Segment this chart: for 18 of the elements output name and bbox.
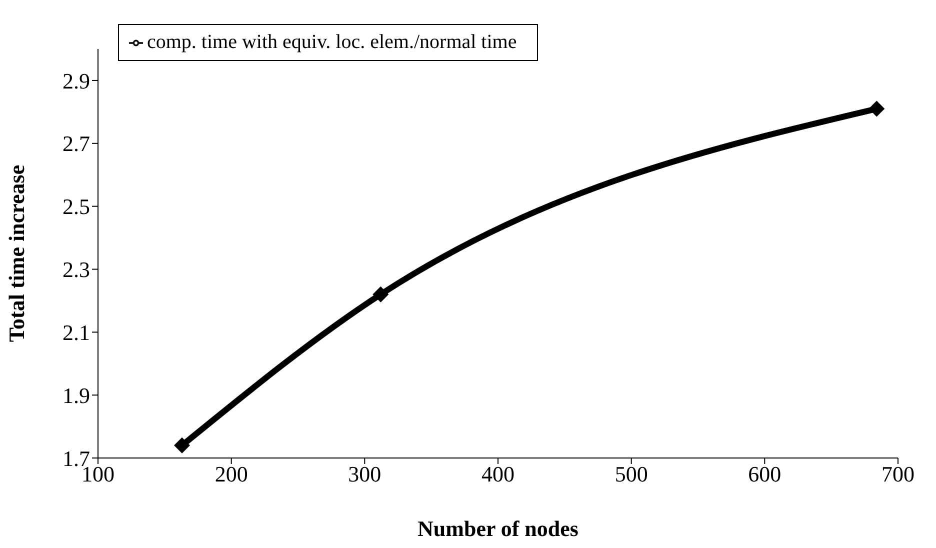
legend-label: comp. time with equiv. loc. elem./normal time [147, 31, 517, 53]
y-tick-label: 2.3 [62, 257, 90, 282]
point [174, 437, 190, 454]
x-axis-title: Number of nodes [418, 516, 579, 541]
x-tick-label: 700 [882, 462, 914, 487]
y-tick-label: 1.9 [62, 382, 90, 408]
x-tick-label: 200 [214, 462, 248, 487]
y-tick-label: 2.9 [62, 68, 90, 94]
y-tick-label: 2.5 [62, 194, 90, 220]
x-tick-label: 300 [348, 462, 382, 487]
point [372, 286, 389, 302]
y-axis-title: Total time increase [4, 164, 29, 342]
point [868, 100, 885, 117]
x-tick-label: 400 [482, 462, 514, 487]
y-tick-label: 2.1 [62, 320, 90, 345]
y-tick-label: 2.7 [62, 131, 90, 156]
x-tick-label: 600 [748, 462, 782, 487]
x-tick-label: 500 [614, 462, 648, 487]
